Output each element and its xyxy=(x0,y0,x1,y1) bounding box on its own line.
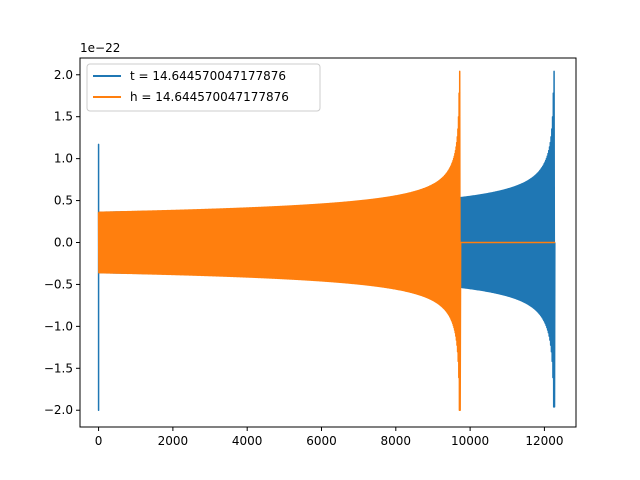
y-tick-label: 0.5 xyxy=(54,194,73,208)
y-tick-label: 2.0 xyxy=(54,68,73,82)
y-tick-label: 1.0 xyxy=(54,152,73,166)
y-axis: 2.0 1.5 1.0 0.5 0.0 −0.5 −1.0 −1.5 −2.0 xyxy=(44,68,80,417)
x-tick-label: 8000 xyxy=(381,434,412,448)
x-tick-label: 12000 xyxy=(525,434,563,448)
y-scale-label: 1e−22 xyxy=(80,41,120,55)
legend: t = 14.644570047177876 h = 14.6445700471… xyxy=(86,63,321,112)
x-tick-label: 10000 xyxy=(451,434,489,448)
legend-frame xyxy=(86,63,321,112)
y-tick-label: 1.5 xyxy=(54,110,73,124)
x-tick-label: 2000 xyxy=(158,434,189,448)
legend-label-h: h = 14.644570047177876 xyxy=(130,90,289,104)
x-axis: 0 2000 4000 6000 8000 10000 12000 xyxy=(95,427,564,448)
series-line-h xyxy=(97,70,556,411)
y-tick-label: 0.0 xyxy=(54,236,73,250)
x-tick-label: 4000 xyxy=(232,434,263,448)
legend-label-t: t = 14.644570047177876 xyxy=(130,69,286,83)
y-tick-label: −1.0 xyxy=(44,319,73,333)
y-tick-label: −2.0 xyxy=(44,403,73,417)
y-tick-label: −1.5 xyxy=(44,361,73,375)
plot-area xyxy=(97,70,556,411)
y-tick-label: −0.5 xyxy=(44,277,73,291)
x-tick-label: 6000 xyxy=(306,434,337,448)
x-tick-label: 0 xyxy=(95,434,103,448)
